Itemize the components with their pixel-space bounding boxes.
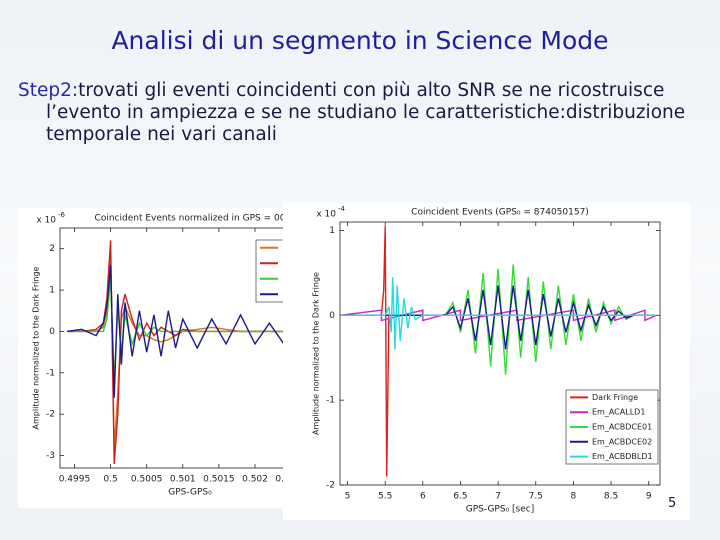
- series-line: [340, 277, 657, 350]
- y-tick-label: -3: [46, 451, 55, 461]
- legend-label: Em_ACALLD1: [592, 408, 645, 417]
- axes-frame: [339, 221, 661, 486]
- x-tick-label: 0.4995: [59, 475, 91, 485]
- x-tick-label: 8.5: [604, 492, 618, 502]
- x-tick-label: 0.501: [170, 475, 196, 485]
- step-label: Step2:: [18, 80, 79, 101]
- legend-label: Em_ACBDCE02: [592, 437, 652, 446]
- figure: Coincident Events normalized in GPS = 00…: [18, 208, 321, 508]
- page-number: 5: [668, 496, 677, 511]
- y-multiplier-exponent: -4: [338, 205, 346, 213]
- y-multiplier: x 10: [36, 216, 56, 226]
- x-tick-label: 0.5015: [203, 475, 235, 485]
- x-tick-label: 9: [646, 492, 652, 502]
- plot-area: [67, 240, 314, 464]
- slide-title: Analisi di un segmento in Science Mode: [111, 26, 609, 55]
- x-tick-label: 8: [571, 492, 577, 502]
- figure: Coincident Events (GPS₀ = 874050157) Ampl…: [283, 203, 690, 520]
- x-tick-label: 5: [345, 492, 351, 502]
- series-line: [340, 285, 657, 350]
- y-tick-label: -2: [46, 410, 55, 420]
- y-tick-label: -1: [326, 396, 335, 406]
- legend-label: Em_ACBDBLD1: [592, 452, 653, 461]
- y-tick-label: 0: [49, 327, 55, 337]
- x-tick-label: 7: [495, 492, 501, 502]
- x-tick-label: 6: [420, 492, 426, 502]
- y-axis-label: Amplitude normalized to the Dark Fringe: [32, 266, 41, 429]
- series-line: [67, 277, 313, 382]
- x-tick-label: 7.5: [529, 492, 543, 502]
- x-tick-label: 5.5: [378, 492, 392, 502]
- legend-label: Em_ACBDCE01: [592, 423, 652, 432]
- body-text: trovati gli eventi coincidenti con più a…: [46, 80, 686, 145]
- chart-title: Coincident Events normalized in GPS = 00: [95, 214, 286, 224]
- series-line: [67, 265, 314, 398]
- y-tick-label: 1: [49, 286, 55, 296]
- y-tick-label: 1: [329, 226, 335, 236]
- x-axis-label: GPS-GPS₀: [168, 488, 212, 498]
- y-tick-label: -1: [46, 368, 55, 378]
- x-axis-label: GPS-GPS₀ [sec]: [466, 505, 534, 515]
- y-tick-label: 2: [49, 244, 55, 254]
- y-axis-label: Amplitude normalized to the Dark Fringe: [312, 272, 321, 435]
- x-tick-label: 0.5005: [131, 475, 163, 485]
- x-tick-label: 6.5: [453, 492, 467, 502]
- figure-background: [283, 203, 690, 520]
- y-tick-label: 0: [329, 311, 335, 321]
- slide-body: Step2:trovati gli eventi coincidenti con…: [18, 80, 720, 146]
- y-multiplier-exponent: -6: [58, 211, 66, 219]
- y-tick-label: -2: [326, 481, 335, 491]
- chart-title: Coincident Events (GPS₀ = 874050157): [411, 208, 589, 218]
- legend-label: Dark Fringe: [592, 393, 638, 402]
- plot-area: [340, 226, 657, 477]
- y-multiplier: x 10: [316, 210, 336, 220]
- x-tick-label: 0.5: [103, 475, 117, 485]
- x-tick-label: 0.502: [242, 475, 268, 485]
